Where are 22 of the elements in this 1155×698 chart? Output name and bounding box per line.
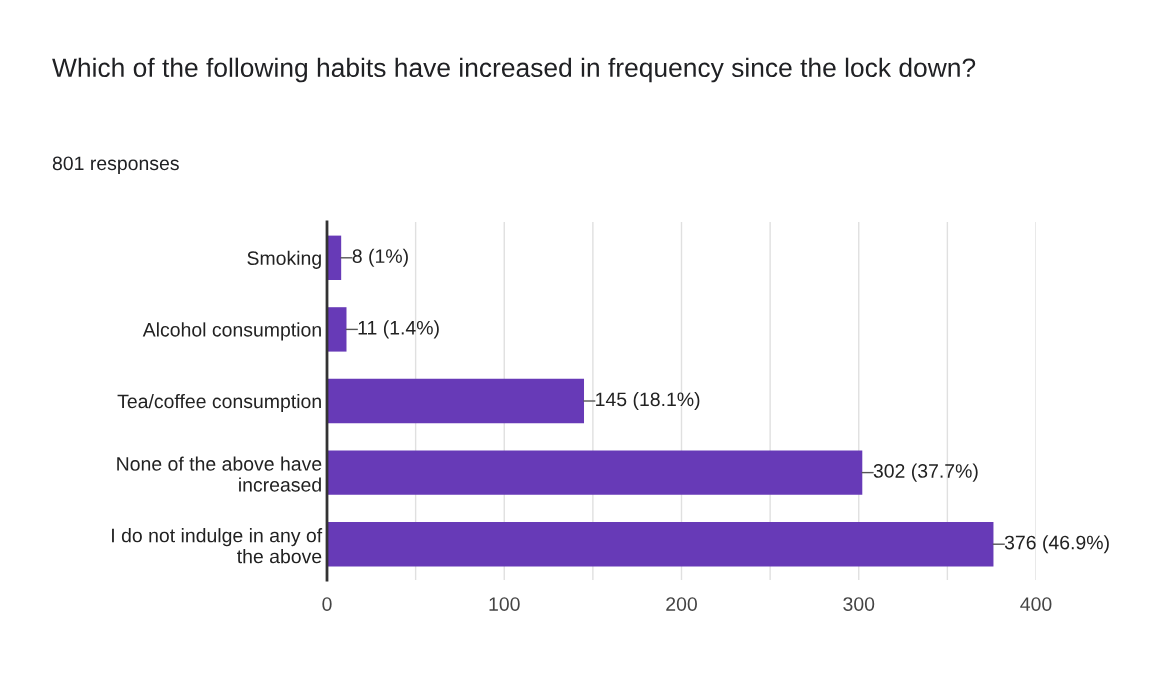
- y-tick-label: Alcohol consumption: [142, 322, 321, 341]
- bar: [327, 378, 585, 424]
- x-tick-label: 0: [322, 597, 332, 611]
- y-tick-label: Smoking: [247, 250, 321, 269]
- x-tick-label: 100: [489, 597, 520, 611]
- y-tick-label: I do not indulge in any of the above: [112, 528, 323, 564]
- data-label: 145 (18.1%): [596, 391, 700, 411]
- data-label: 11 (1.4%): [358, 320, 439, 339]
- y-tick-label: None of the above have increased: [117, 456, 322, 492]
- y-tick-label: Tea/coffee consumption: [117, 393, 321, 413]
- data-label: 302 (37.7%): [873, 463, 978, 482]
- x-tick-label: 200: [666, 597, 697, 611]
- x-tick-label: 300: [843, 597, 875, 611]
- data-label: 376 (46.9%): [1004, 535, 1109, 554]
- text: 801 responses: [52, 156, 179, 175]
- bar: [327, 235, 342, 280]
- x-tick-label: 400: [1020, 597, 1052, 611]
- bar: [327, 450, 863, 495]
- bar: [327, 522, 994, 567]
- bar: [327, 307, 347, 352]
- chart-title: Which of the following habits have increased in frequency since the lock down?: [52, 57, 976, 83]
- data-label: 8 (1%): [352, 248, 408, 267]
